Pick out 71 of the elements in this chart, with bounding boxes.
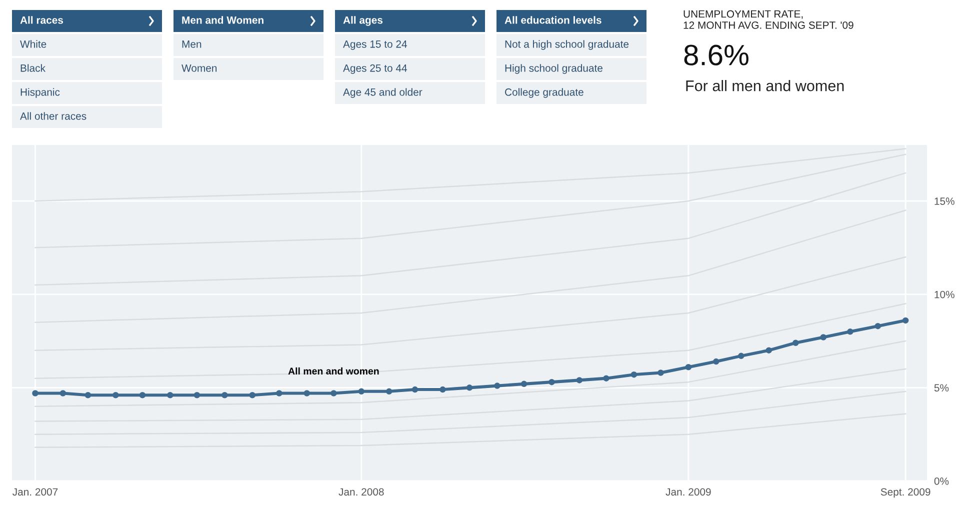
point <box>167 392 174 398</box>
text: Women <box>182 64 217 72</box>
line-series <box>34 303 906 379</box>
y-tick-label: 10% <box>934 290 954 298</box>
chart-title: UNEMPLOYMENT RATE, 12 MONTH AVG. ENDING SEPT. '09 <box>684 10 854 29</box>
point <box>847 328 854 335</box>
point <box>603 375 610 382</box>
line-series <box>34 413 906 448</box>
point <box>766 347 772 354</box>
y-tick-label: 0% <box>934 478 949 485</box>
text: Age 45 and older <box>343 88 422 98</box>
point <box>412 386 418 393</box>
point <box>466 384 473 391</box>
text: All other races <box>20 112 86 120</box>
point <box>194 392 200 398</box>
point <box>548 378 555 386</box>
point <box>738 352 744 360</box>
line-series <box>34 148 906 202</box>
line-series <box>34 368 906 422</box>
x-tick-label: Sept. 2009 <box>880 488 930 498</box>
annotation: All men and women <box>288 367 379 375</box>
point <box>658 370 664 376</box>
point <box>520 380 528 388</box>
text: High school graduate <box>505 64 602 74</box>
point <box>84 392 92 398</box>
point <box>630 371 638 378</box>
point <box>685 364 692 370</box>
text: For all men and women <box>686 80 844 92</box>
x-tick-label: Jan. 2008 <box>338 488 384 496</box>
point <box>874 322 881 330</box>
line-series <box>34 340 906 407</box>
line-series <box>34 172 906 286</box>
point <box>494 382 500 389</box>
category-label: All education levels <box>504 16 602 24</box>
point <box>222 392 228 398</box>
point <box>112 392 119 398</box>
text: Ages 25 to 44 <box>343 64 407 74</box>
y-tick-label: 15% <box>934 198 954 205</box>
category-label: All races <box>20 16 64 24</box>
point <box>902 317 909 324</box>
text: Hispanic <box>20 88 60 98</box>
x-tick-label: Jan. 2007 <box>12 488 58 496</box>
text: White <box>20 40 46 48</box>
point <box>304 390 310 396</box>
chart-subtitle: 8.6% <box>684 44 748 66</box>
line-series <box>34 256 906 351</box>
y-tick-label: 5% <box>934 384 949 392</box>
text: Ages 15 to 24 <box>343 40 407 50</box>
point <box>330 390 337 396</box>
line-series <box>34 390 906 435</box>
point <box>712 358 720 365</box>
category-label: Men and Women <box>182 16 264 24</box>
point <box>358 388 365 395</box>
text: Black <box>20 64 46 72</box>
text: Men <box>182 40 202 48</box>
line-series <box>34 210 906 323</box>
point <box>440 386 446 393</box>
text: Not a high school graduate <box>505 40 629 50</box>
point <box>60 390 66 396</box>
point <box>276 390 282 396</box>
point <box>32 390 38 396</box>
text: College graduate <box>505 88 584 98</box>
point <box>792 340 799 346</box>
point <box>576 377 583 384</box>
line-series <box>34 154 906 248</box>
x-tick-label: Jan. 2009 <box>666 488 711 496</box>
point <box>139 392 146 398</box>
point <box>249 392 256 398</box>
point <box>386 388 392 395</box>
point <box>820 334 826 340</box>
category-label: All ages <box>343 16 383 26</box>
